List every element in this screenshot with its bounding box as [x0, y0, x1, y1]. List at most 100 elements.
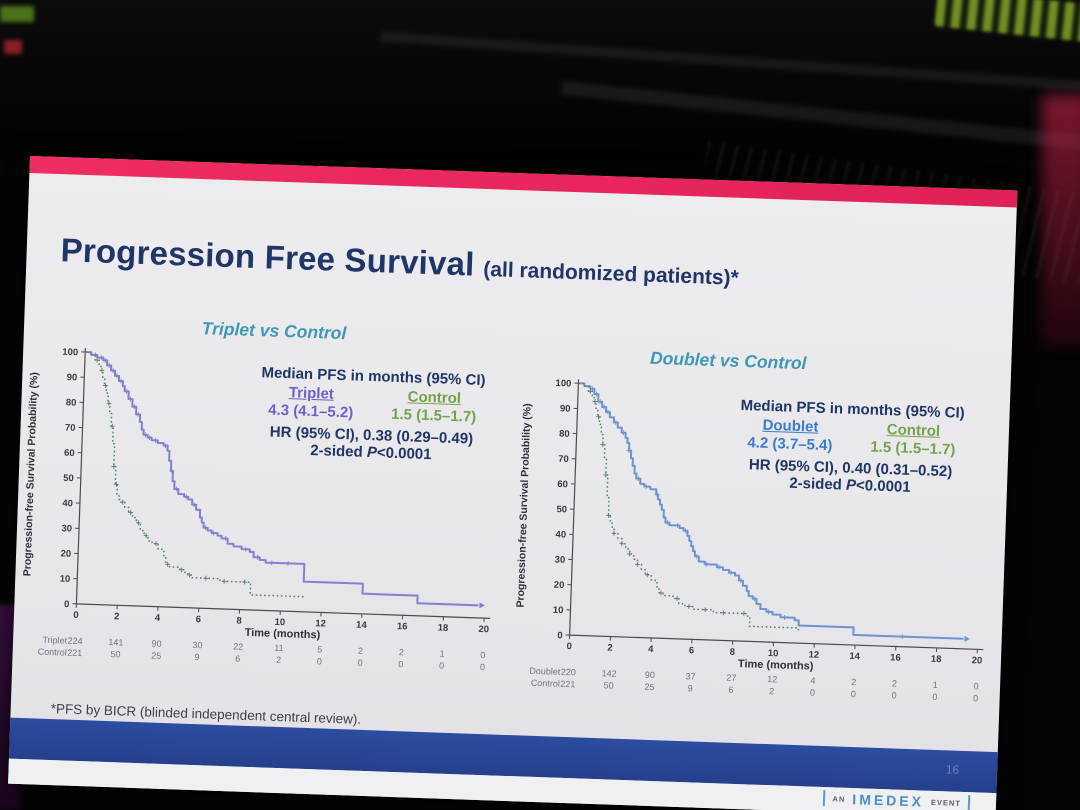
svg-text:2: 2: [399, 647, 404, 657]
svg-text:10: 10: [59, 574, 70, 585]
svg-text:60: 60: [557, 479, 568, 490]
svg-text:0: 0: [480, 662, 485, 672]
logo-suffix: EVENT: [930, 797, 962, 808]
svg-text:220: 220: [561, 667, 576, 678]
svg-text:10: 10: [274, 617, 285, 628]
svg-text:0: 0: [851, 689, 856, 699]
svg-text:11: 11: [274, 643, 284, 653]
svg-text:221: 221: [560, 679, 575, 690]
svg-text:0: 0: [439, 661, 444, 671]
svg-text:4: 4: [648, 644, 654, 655]
svg-text:20: 20: [971, 655, 982, 666]
svg-text:Triplet: Triplet: [42, 635, 68, 646]
svg-text:5: 5: [317, 644, 322, 654]
svg-text:0: 0: [891, 690, 896, 700]
imedex-logo: AN IMEDEX EVENT: [823, 790, 971, 810]
svg-text:0: 0: [932, 692, 937, 702]
p-rest: <0.0001: [855, 477, 911, 496]
svg-text:Control: Control: [531, 678, 560, 689]
svg-text:12: 12: [808, 649, 819, 660]
group-value-control: 1.5 (1.5–1.7): [870, 438, 956, 459]
svg-text:22: 22: [233, 641, 243, 651]
svg-text:40: 40: [555, 529, 566, 540]
svg-text:6: 6: [689, 645, 695, 656]
svg-text:0: 0: [566, 641, 572, 652]
svg-text:18: 18: [931, 654, 942, 665]
svg-text:9: 9: [688, 683, 693, 693]
logo-prefix: AN: [832, 793, 846, 804]
svg-text:30: 30: [554, 554, 565, 565]
svg-text:16: 16: [397, 621, 408, 632]
p-prefix: 2-sided: [309, 441, 368, 461]
svg-text:221: 221: [67, 648, 82, 659]
p-prefix: 2-sided: [789, 474, 847, 494]
km-chart-triplet: 0 10 20 30 40 50 60 70 80 90 100 0 2 4 6 8 10 12 14 16 18 20 P…: [14, 332, 517, 684]
slide-title: Progression Free Survival (all randomize…: [60, 231, 739, 293]
svg-text:4: 4: [810, 676, 815, 686]
svg-text:100: 100: [555, 378, 571, 390]
stats-block-doublet: Median PFS in months (95% CI) Doublet 4.…: [695, 395, 1008, 499]
group-name-control: Control: [407, 388, 462, 408]
svg-text:Time (months): Time (months): [738, 658, 814, 673]
svg-text:1: 1: [439, 649, 444, 659]
svg-text:20: 20: [554, 580, 565, 591]
svg-text:0: 0: [317, 656, 322, 666]
svg-text:Control: Control: [38, 647, 67, 658]
svg-text:8: 8: [236, 615, 242, 626]
svg-text:20: 20: [60, 548, 71, 559]
svg-text:90: 90: [67, 372, 78, 383]
p-symbol: P: [366, 443, 378, 462]
logo-bar-left: [823, 790, 826, 807]
svg-text:90: 90: [645, 670, 655, 680]
svg-text:Time (months): Time (months): [244, 627, 320, 642]
svg-text:100: 100: [62, 347, 78, 359]
svg-text:2: 2: [851, 677, 856, 687]
svg-text:80: 80: [559, 429, 570, 440]
svg-text:25: 25: [151, 651, 161, 661]
svg-text:14: 14: [849, 651, 861, 662]
svg-text:30: 30: [192, 640, 202, 650]
page-number: 16: [945, 762, 960, 777]
p-rest: <0.0001: [376, 444, 432, 464]
svg-text:2: 2: [276, 655, 281, 665]
svg-text:142: 142: [601, 668, 616, 679]
svg-text:16: 16: [890, 652, 901, 663]
svg-text:0: 0: [64, 599, 70, 610]
svg-text:14: 14: [356, 620, 368, 631]
svg-text:Progression-free Survival Prob: Progression-free Survival Probability (%…: [21, 372, 40, 577]
svg-text:0: 0: [357, 658, 362, 668]
svg-text:50: 50: [110, 649, 120, 659]
svg-text:0: 0: [73, 610, 79, 621]
group-value-doublet: 4.2 (3.7–5.4): [747, 434, 833, 455]
svg-text:2: 2: [358, 646, 363, 656]
svg-text:27: 27: [726, 673, 736, 683]
svg-text:80: 80: [66, 397, 77, 408]
svg-text:30: 30: [61, 523, 72, 534]
stage-light-red-fragment: [4, 40, 22, 54]
svg-text:0: 0: [973, 681, 978, 691]
svg-text:6: 6: [235, 653, 240, 663]
svg-text:40: 40: [62, 498, 73, 509]
presentation-slide: Progression Free Survival (all randomize…: [8, 156, 1018, 810]
logo-brand: IMEDEX: [852, 791, 925, 810]
svg-text:2: 2: [607, 642, 613, 653]
svg-text:0: 0: [810, 688, 815, 698]
svg-text:50: 50: [556, 504, 567, 515]
svg-text:9: 9: [194, 652, 199, 662]
slide-title-main: Progression Free Survival: [60, 231, 476, 283]
group-name-triplet: Triplet: [288, 384, 335, 403]
svg-text:90: 90: [151, 639, 161, 649]
svg-text:0: 0: [557, 630, 563, 641]
svg-text:Doublet: Doublet: [529, 666, 561, 677]
svg-text:10: 10: [553, 605, 564, 616]
svg-text:37: 37: [685, 671, 695, 681]
group-value-control: 1.5 (1.5–1.7): [390, 405, 477, 426]
slide-title-suffix: (all randomized patients)*: [482, 257, 740, 290]
stage-light-green-fragment: [0, 6, 34, 22]
svg-text:0: 0: [973, 693, 978, 703]
svg-text:8: 8: [729, 647, 735, 658]
svg-text:6: 6: [195, 614, 201, 625]
p-symbol: P: [845, 476, 857, 495]
svg-text:4: 4: [155, 613, 161, 624]
